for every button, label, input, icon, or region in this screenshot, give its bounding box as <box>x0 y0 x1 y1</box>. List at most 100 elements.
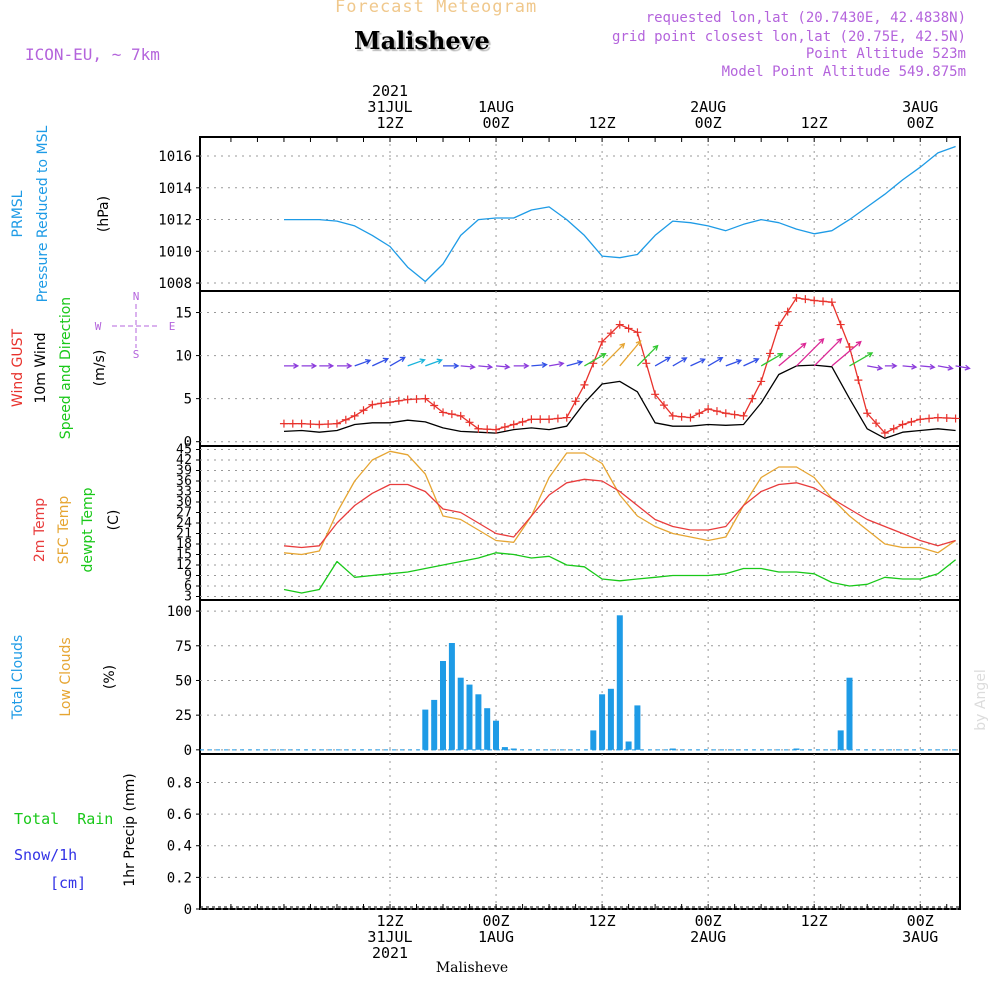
total-clouds-bar <box>422 709 429 750</box>
wind-gust-marker <box>677 412 686 421</box>
bottom-time-label: 31JUL <box>367 928 412 946</box>
total-clouds-bar <box>616 615 623 750</box>
wind-gust-marker <box>642 359 651 368</box>
prmsl-line <box>284 145 956 283</box>
wind-direction-arrow <box>548 361 565 368</box>
wind-gust-marker <box>819 297 828 306</box>
total-clouds-bar <box>669 748 676 750</box>
snow-label: Snow/1h <box>14 846 77 864</box>
wind-gust-marker <box>942 414 951 423</box>
wind-gust-marker <box>465 418 474 427</box>
bottom-time-label: 12Z <box>589 912 616 930</box>
top-time-label: 31JUL <box>367 98 412 116</box>
wind-ytick-label: 0 <box>184 435 192 451</box>
wind-direction-arrow <box>690 358 706 367</box>
wind-gust-marker <box>315 420 324 429</box>
temp-ytick-label: 6 <box>184 579 192 594</box>
wind-gust-marker <box>766 349 774 358</box>
temp-ytick-label: 12 <box>176 558 192 573</box>
wind-gust-marker <box>801 295 810 304</box>
pressure-ytick-label: 1010 <box>158 244 192 260</box>
wind-gust-marker <box>536 415 545 424</box>
wind-gust-marker <box>810 296 819 305</box>
watermark: by Angel <box>973 669 989 730</box>
wind-direction-arrow <box>619 340 642 367</box>
wind-gust-marker <box>933 413 942 422</box>
low-clouds-label: Low Clouds <box>58 637 74 716</box>
bottom-time-label: 3AUG <box>902 928 938 946</box>
bottom-time-label: 12Z <box>376 912 403 930</box>
wind-direction-arrow <box>531 362 548 368</box>
wind-gust-marker <box>606 329 615 338</box>
top-time-label: 00Z <box>482 114 509 132</box>
wind-unit-label: (m/s) <box>92 350 108 387</box>
wind-gust-marker <box>553 414 562 423</box>
precip-panel-frame <box>199 753 961 910</box>
temp-ytick-label: 18 <box>176 537 192 552</box>
total-clouds-bar <box>448 643 455 750</box>
wind-10m-label: 10m Wind <box>33 332 49 403</box>
top-time-label: 12Z <box>589 114 616 132</box>
wind-gust-marker <box>421 394 430 403</box>
temp-2m-line <box>283 478 956 549</box>
precip-ytick-label: 0.8 <box>167 775 192 791</box>
temp-ytick-label: 27 <box>176 506 192 521</box>
footer-location: Malisheve <box>436 960 508 976</box>
temp-dewpt-label: dewpt Temp <box>80 487 96 572</box>
requested-coords: requested lon,lat (20.7430E, 42.4838N) <box>645 10 966 26</box>
pressure-ytick-label: 1014 <box>158 181 192 197</box>
total-clouds-bar <box>431 699 438 750</box>
total-clouds-bar <box>484 708 491 750</box>
wind-direction-arrow <box>707 357 724 367</box>
total-clouds-bar <box>440 661 446 750</box>
wind-gust-marker <box>836 320 845 329</box>
wind-gust-marker <box>757 377 766 386</box>
temp-ytick-label: 9 <box>184 569 192 584</box>
precip-unit-label: 1hr Precip (mm) <box>122 773 138 886</box>
wind-gust-marker <box>615 320 624 329</box>
top-time-label: 12Z <box>801 114 828 132</box>
wind-gust-marker <box>739 411 748 420</box>
wind-gust-marker <box>916 415 925 424</box>
clouds-panel-frame <box>199 599 961 755</box>
pressure-ytick-label: 1012 <box>158 213 192 229</box>
temp-ytick-label: 15 <box>176 548 192 563</box>
total-clouds-bar <box>607 688 614 750</box>
wind-gust-marker <box>430 401 439 410</box>
wind-direction-arrow <box>389 356 406 367</box>
wind-direction-arrow <box>920 363 936 370</box>
wind-gust-marker <box>686 413 695 422</box>
wind-direction-arrow <box>460 363 476 370</box>
clouds-ytick-label: 100 <box>167 604 192 620</box>
wind-ytick-label: 15 <box>175 306 192 322</box>
clouds-ytick-label: 0 <box>184 743 192 759</box>
wind-direction-arrow <box>584 353 607 367</box>
wind-gust-marker <box>872 419 881 428</box>
compass-east: E <box>169 320 176 333</box>
wind-direction-arrow <box>478 363 494 370</box>
model-label: ICON-EU, ~ 7km <box>25 45 160 64</box>
top-time-label: 3AUG <box>902 98 938 116</box>
wind-gust-marker <box>439 408 448 417</box>
point-altitude: Point Altitude 523m <box>805 46 966 62</box>
pressure-unit-label: (hPa) <box>96 196 112 232</box>
total-clouds-bar <box>634 705 641 750</box>
wind-gust-marker <box>500 423 509 432</box>
bottom-time-label: 00Z <box>695 912 722 930</box>
wind-ytick-label: 10 <box>175 349 192 365</box>
wind-direction-arrow <box>566 360 584 367</box>
wind-gust-marker <box>792 293 801 302</box>
wind-gust-marker <box>377 399 386 408</box>
total-clouds-bar <box>793 748 800 750</box>
temp-ytick-label: 3 <box>184 590 192 605</box>
wind-direction-arrow <box>636 344 659 367</box>
wind-gust-marker <box>359 406 368 415</box>
temp-ytick-label: 39 <box>176 464 192 479</box>
wind-gust-marker <box>571 397 580 406</box>
wind-ytick-label: 5 <box>184 392 192 408</box>
wind-gust-marker <box>854 376 863 385</box>
clouds-ytick-label: 50 <box>175 673 192 689</box>
wind-gust-marker <box>704 404 713 413</box>
total-clouds-bar <box>590 730 597 750</box>
precip-ytick-label: 0 <box>184 902 192 918</box>
